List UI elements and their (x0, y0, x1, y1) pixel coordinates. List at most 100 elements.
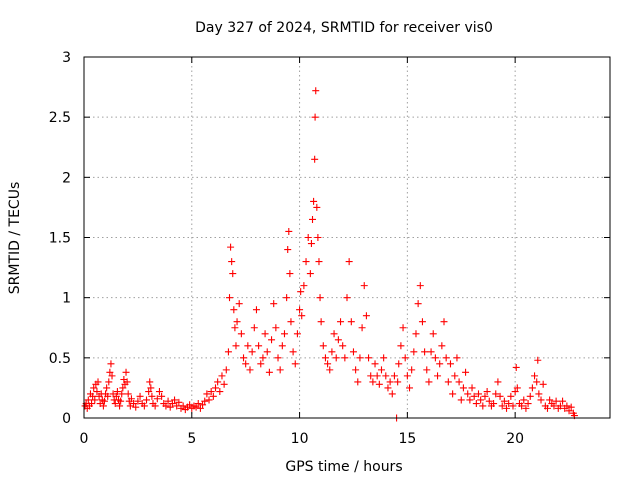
data-point (434, 372, 442, 380)
x-tick-label: 15 (398, 431, 416, 447)
data-point (284, 246, 292, 254)
data-point (455, 378, 463, 386)
data-point (479, 402, 487, 410)
data-point (397, 342, 405, 350)
y-tick-label: 0.5 (49, 351, 71, 367)
data-point (214, 378, 222, 386)
data-point (343, 294, 351, 302)
data-point (244, 342, 252, 350)
x-tick-label: 20 (506, 431, 524, 447)
data-point (314, 234, 322, 241)
data-point (237, 330, 245, 338)
data-point (205, 396, 213, 404)
data-point (201, 397, 209, 405)
data-point (358, 324, 366, 332)
data-point (462, 368, 470, 376)
data-point (492, 390, 500, 398)
data-point (535, 390, 543, 398)
data-point (171, 396, 179, 404)
data-point (507, 392, 515, 400)
data-point (380, 354, 388, 362)
data-point (533, 378, 541, 386)
data-point (145, 388, 153, 396)
data-point (168, 400, 176, 408)
data-point (324, 360, 332, 368)
data-point (84, 396, 92, 404)
data-point (505, 400, 513, 408)
data-point (490, 400, 498, 408)
data-point (179, 402, 187, 410)
data-point (146, 378, 154, 386)
axis-ticks: 0 0.5 1 1.5 2 2.5 3 0 5 10 15 20 (49, 50, 610, 447)
data-point (511, 388, 519, 396)
data-point (209, 392, 217, 400)
data-point (108, 372, 116, 380)
data-point (233, 318, 241, 326)
data-point (112, 392, 120, 400)
data-point (526, 392, 534, 400)
data-point (528, 384, 536, 392)
data-point (246, 366, 254, 374)
y-tick-label: 1 (62, 291, 71, 307)
data-point (512, 363, 520, 371)
data-point (298, 312, 306, 320)
data-point (522, 404, 530, 412)
data-point (483, 388, 491, 396)
data-point (158, 392, 166, 400)
data-point (537, 396, 545, 404)
data-point (265, 368, 273, 376)
data-point (347, 318, 355, 326)
data-point (226, 294, 234, 302)
data-point (123, 378, 131, 386)
data-point (477, 396, 485, 404)
data-point (481, 392, 489, 400)
data-point (498, 402, 506, 410)
data-point (291, 360, 299, 368)
data-point (321, 354, 329, 362)
data-point (312, 87, 320, 95)
data-point (297, 288, 305, 296)
data-point (384, 384, 392, 392)
data-point (252, 306, 260, 314)
data-point (425, 378, 433, 386)
data-point (457, 396, 465, 404)
data-point (345, 258, 353, 266)
data-point (311, 155, 319, 163)
data-point (563, 402, 571, 410)
data-point (399, 324, 407, 332)
data-point (453, 354, 461, 362)
data-point (444, 378, 452, 386)
data-point (371, 360, 379, 368)
data-point (194, 400, 202, 408)
data-point (293, 330, 301, 338)
data-point (122, 368, 130, 376)
data-point (494, 378, 502, 386)
data-point (377, 366, 385, 374)
data-point (442, 354, 450, 362)
data-point (127, 395, 135, 403)
data-point (250, 324, 258, 332)
data-point (354, 378, 362, 386)
data-point (414, 300, 422, 308)
data-point (360, 282, 368, 290)
data-point (302, 258, 310, 266)
data-point (268, 336, 276, 344)
data-point (216, 388, 224, 396)
data-point (207, 388, 215, 396)
data-point (427, 348, 435, 356)
data-point (468, 384, 476, 392)
data-point (313, 203, 321, 211)
y-tick-label: 3 (62, 50, 71, 66)
data-point (232, 342, 240, 350)
data-point (416, 282, 424, 290)
data-point (304, 234, 312, 241)
data-point (410, 348, 418, 356)
data-point (100, 397, 108, 405)
data-point (518, 402, 526, 410)
data-point (328, 348, 336, 356)
data-point (436, 360, 444, 368)
data-point (99, 402, 107, 410)
data-point (231, 324, 239, 332)
data-point (394, 378, 402, 386)
